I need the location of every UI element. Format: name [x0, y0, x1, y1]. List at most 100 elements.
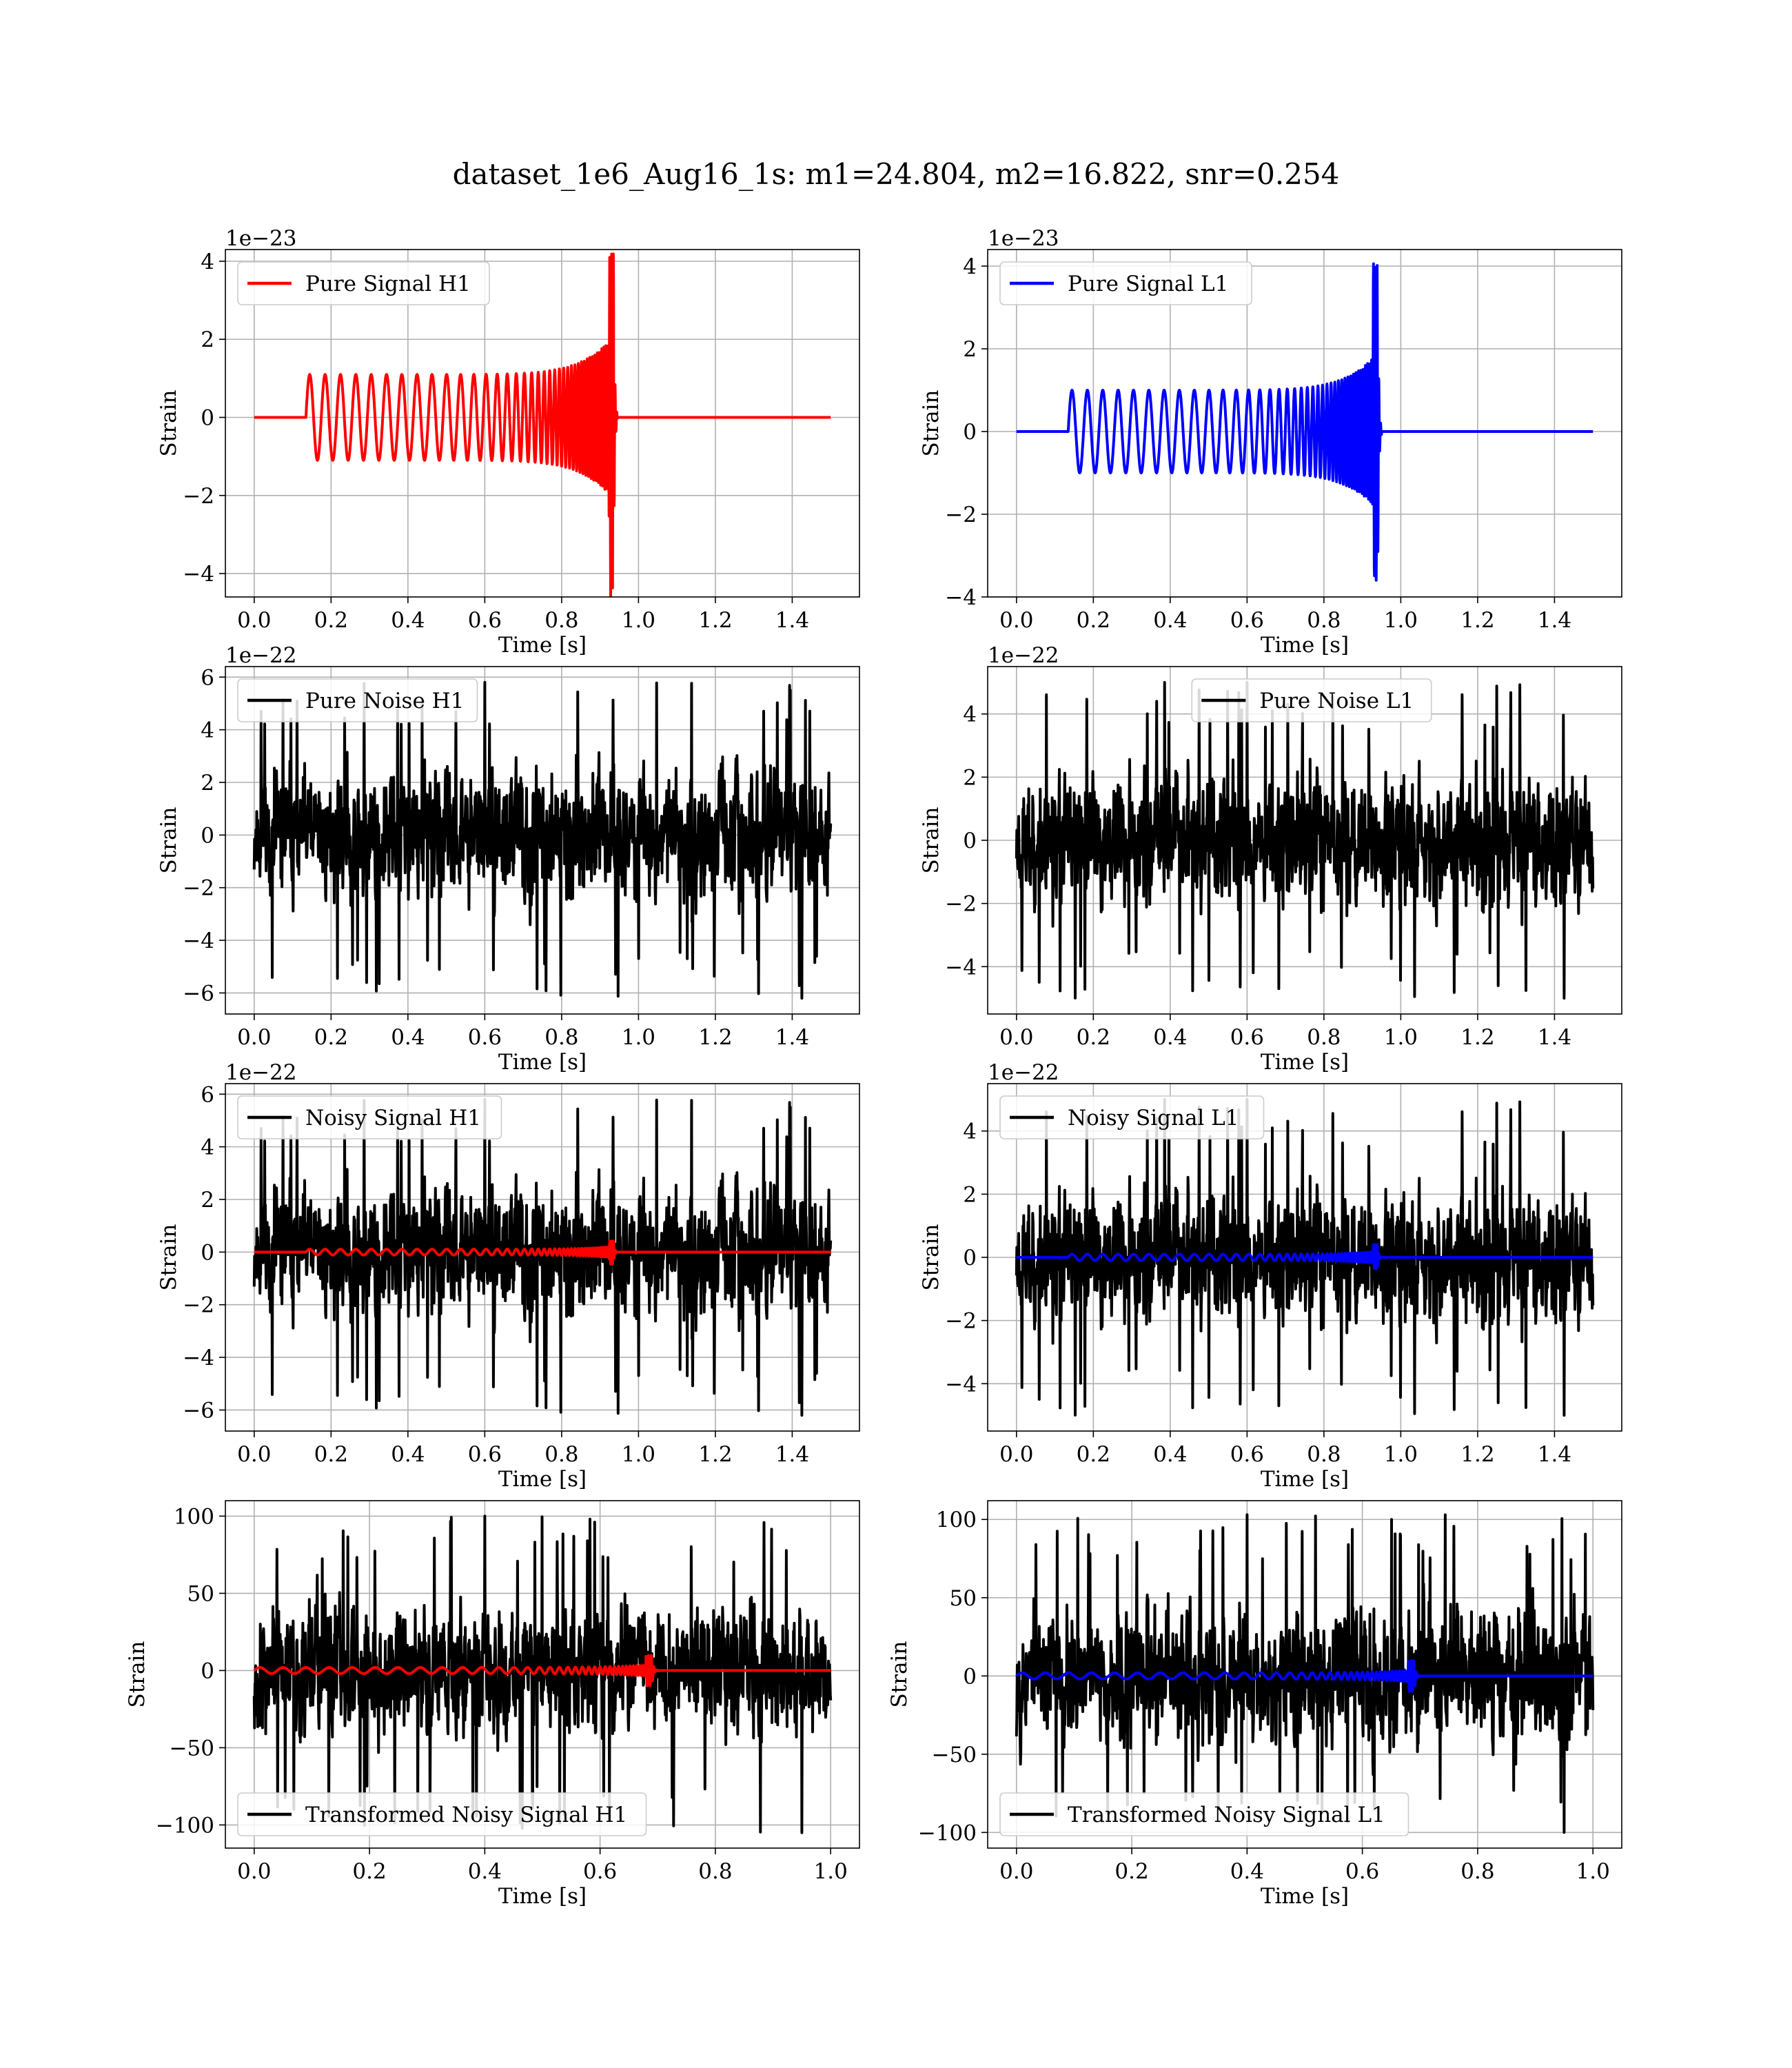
- x-tick-label: 0.0: [237, 1442, 271, 1467]
- legend-frame: [237, 1792, 647, 1836]
- legend-frame: [1191, 678, 1432, 722]
- y-tick-label: 4: [201, 250, 214, 274]
- y-tick-label: 0: [201, 823, 214, 848]
- x-tick-label: 0.0: [237, 608, 271, 633]
- y-tick-label: 0: [963, 829, 977, 853]
- x-tick-label: 0.4: [1153, 1442, 1187, 1467]
- y-tick-label: 0: [963, 420, 977, 445]
- y-tick-label: −4: [183, 929, 214, 953]
- pure-signal-h1-y-axis-label: Strain: [156, 390, 181, 457]
- y-tick-label: 6: [201, 1082, 214, 1107]
- noisy-signal-h1-y-axis-label: Strain: [156, 1224, 181, 1291]
- x-tick-label: 0.8: [1460, 1859, 1494, 1884]
- pure-signal-h1-offset-text: 1e−23: [225, 226, 297, 251]
- x-tick-label: 1.2: [698, 608, 732, 633]
- x-tick-label: 1.0: [1384, 608, 1418, 633]
- x-tick-label: 1.4: [775, 608, 809, 633]
- pure-signal-l1-x-axis-label: Time [s]: [1261, 633, 1349, 658]
- x-tick-label: 1.2: [698, 1025, 732, 1050]
- y-tick-label: −2: [945, 503, 977, 527]
- transformed-noisy-signal-l1-plot-area: [1015, 1513, 1595, 1834]
- x-tick-label: 0.6: [1230, 1025, 1264, 1050]
- x-tick-label: 0.6: [468, 608, 502, 633]
- x-tick-label: 1.0: [622, 1025, 655, 1050]
- x-tick-label: 0.8: [1307, 1442, 1341, 1467]
- y-tick-label: 6: [201, 665, 214, 690]
- y-tick-label: 2: [201, 327, 214, 352]
- pure-signal-l1-series-chirp: [1015, 262, 1594, 582]
- y-tick-label: 4: [963, 254, 977, 279]
- pure-signal-l1-y-axis-label: Strain: [919, 390, 944, 457]
- y-tick-label: −100: [918, 1821, 977, 1845]
- pure-noise-l1-x-axis-label: Time [s]: [1261, 1050, 1349, 1075]
- pure-signal-h1-plot-area: [253, 252, 832, 597]
- x-tick-label: 0.2: [1077, 608, 1110, 633]
- x-tick-label: 1.0: [1384, 1025, 1418, 1050]
- x-tick-label: 0.2: [314, 1442, 348, 1467]
- legend-label: Transformed Noisy Signal H1: [305, 1803, 627, 1827]
- y-tick-label: −4: [945, 585, 977, 610]
- x-tick-label: 0.2: [1077, 1025, 1110, 1050]
- x-tick-label: 1.0: [1384, 1442, 1418, 1467]
- x-tick-label: 0.6: [468, 1025, 502, 1050]
- x-tick-label: 0.2: [314, 1025, 348, 1050]
- transformed-noisy-signal-l1-legend: Transformed Noisy Signal L1: [999, 1792, 1409, 1836]
- pure-signal-h1-series-chirp: [253, 252, 832, 597]
- pure-signal-l1-legend: Pure Signal L1: [999, 261, 1252, 305]
- x-tick-label: 0.0: [999, 608, 1033, 633]
- x-tick-label: 1.2: [1460, 1025, 1494, 1050]
- noisy-signal-h1-legend: Noisy Signal H1: [237, 1095, 502, 1139]
- transformed-noisy-signal-h1-legend: Transformed Noisy Signal H1: [237, 1792, 647, 1836]
- legend-label: Pure Signal H1: [305, 272, 471, 296]
- pure-noise-h1-axes: 0.0 0.2 0.4 0.6 0.8 1.0 1.2 1.4 −6 −4 −2 0 2 4 6 Time […: [156, 643, 860, 1075]
- y-tick-label: 4: [201, 1135, 214, 1160]
- pure-noise-h1-plot-area: [252, 680, 833, 1000]
- y-tick-label: 0: [201, 1659, 214, 1683]
- legend-frame: [999, 1792, 1409, 1836]
- y-tick-label: −6: [183, 981, 214, 1006]
- noisy-signal-h1-series-noise: [252, 1097, 833, 1417]
- x-tick-label: 1.4: [1538, 1442, 1571, 1467]
- x-tick-label: 1.2: [1460, 608, 1494, 633]
- transformed-noisy-signal-h1-series-noise: [252, 1514, 833, 1834]
- y-tick-label: 4: [963, 1119, 977, 1144]
- legend-label: Transformed Noisy Signal L1: [1068, 1803, 1385, 1827]
- noisy-signal-l1-plot-area: [1015, 1097, 1595, 1417]
- y-tick-label: −50: [170, 1736, 214, 1761]
- pure-signal-h1-frame: [225, 249, 860, 598]
- pure-noise-h1-y-axis-label: Strain: [156, 807, 181, 874]
- y-tick-label: −4: [945, 1372, 977, 1397]
- noisy-signal-l1-y-axis-label: Strain: [919, 1224, 944, 1291]
- figure-title: dataset_1e6_Aug16_1s: m1=24.804, m2=16.8…: [452, 157, 1340, 191]
- transformed-noisy-signal-l1-axes: 0.0 0.2 0.4 0.6 0.8 1.0 −100 −50 0 50 100 Time [s] S…: [887, 1500, 1622, 1909]
- noisy-signal-l1-series-chirp: [1015, 1243, 1594, 1270]
- noisy-signal-l1-legend: Noisy Signal L1: [999, 1095, 1265, 1139]
- y-tick-label: 2: [963, 337, 977, 362]
- y-tick-label: 2: [201, 771, 214, 795]
- x-tick-label: 0.4: [391, 1442, 425, 1467]
- noisy-signal-l1-x-axis-label: Time [s]: [1261, 1467, 1349, 1492]
- legend-frame: [999, 1095, 1265, 1139]
- x-tick-label: 1.0: [1576, 1859, 1610, 1884]
- pure-noise-h1-legend: Pure Noise H1: [237, 678, 478, 722]
- pure-signal-h1-axes: 0.0 0.2 0.4 0.6 0.8 1.0 1.2 1.4 −4 −2 0 2 4 Time [s] S…: [156, 226, 860, 658]
- y-tick-label: −6: [183, 1398, 214, 1423]
- y-tick-label: 0: [201, 1240, 214, 1265]
- noisy-signal-h1-frame: [225, 1083, 860, 1432]
- pure-signal-l1-axes: 0.0 0.2 0.4 0.6 0.8 1.0 1.2 1.4 −4 −2 0 2 4 Time [s] S…: [919, 226, 1622, 658]
- x-tick-label: 0.6: [1230, 1442, 1264, 1467]
- x-tick-label: 0.6: [468, 1442, 502, 1467]
- transformed-noisy-signal-l1-y-axis-label: Strain: [887, 1641, 912, 1708]
- x-tick-label: 1.4: [1538, 1025, 1571, 1050]
- x-tick-label: 0.8: [1307, 608, 1341, 633]
- y-tick-label: 2: [201, 1188, 214, 1213]
- x-tick-label: 1.4: [775, 1442, 809, 1467]
- transformed-noisy-signal-h1-y-axis-label: Strain: [125, 1641, 150, 1708]
- transformed-noisy-signal-h1-series-chirp: [253, 1654, 832, 1687]
- noisy-signal-h1-x-axis-label: Time [s]: [498, 1467, 587, 1492]
- transformed-noisy-signal-l1-frame: [987, 1500, 1622, 1849]
- x-tick-label: 1.0: [622, 608, 655, 633]
- legend-label: Pure Signal L1: [1068, 272, 1228, 296]
- x-tick-label: 0.8: [698, 1859, 732, 1884]
